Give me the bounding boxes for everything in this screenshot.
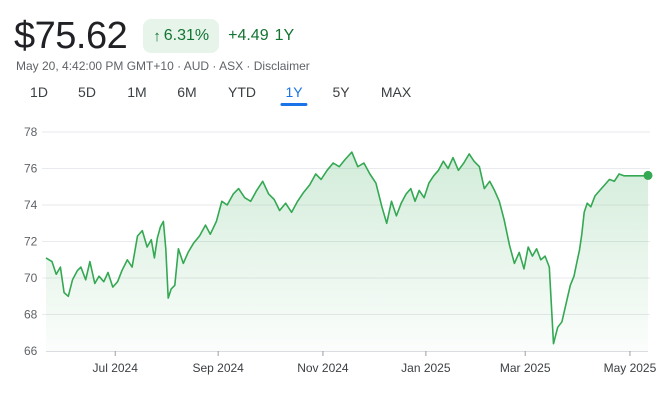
x-tick-label: May 2025 [604, 361, 657, 375]
percent-change-value: 6.31% [163, 27, 210, 44]
quote-header: $75.62 ↑ 6.31% +4.49 1Y [14, 12, 294, 60]
last-price-dot [643, 170, 653, 180]
y-tick-label: 68 [24, 308, 38, 322]
price-area-fill [46, 152, 648, 351]
tab-1d[interactable]: 1D [30, 84, 48, 100]
x-tick-label: Sep 2024 [192, 361, 244, 375]
x-tick-label: Jul 2024 [93, 361, 139, 375]
tab-1m[interactable]: 1M [127, 84, 147, 100]
absolute-change: +4.49 [228, 27, 269, 44]
tab-ytd[interactable]: YTD [228, 84, 256, 100]
price-series-line [45, 151, 649, 345]
percent-change-badge: ↑ 6.31% [143, 19, 220, 53]
y-tick-label: 74 [24, 198, 38, 212]
quote-meta: May 20, 4:42:00 PM GMT+10 · AUD · ASX · … [16, 59, 310, 73]
y-tick-label: 70 [24, 271, 38, 285]
period-label: 1Y [274, 27, 295, 44]
tab-5y[interactable]: 5Y [332, 84, 350, 100]
y-tick-label: 76 [24, 162, 38, 176]
tab-6m[interactable]: 6M [177, 84, 197, 100]
y-tick-label: 78 [24, 125, 38, 139]
arrow-up-icon: ↑ [153, 27, 161, 45]
y-tick-label: 72 [24, 235, 38, 249]
tab-max[interactable]: MAX [380, 84, 412, 100]
current-price: $75.62 [14, 14, 128, 57]
x-tick-label: Jan 2025 [401, 361, 451, 375]
tab-5d[interactable]: 5D [78, 84, 96, 100]
x-tick-label: Nov 2024 [297, 361, 349, 375]
x-tick-label: Mar 2025 [500, 361, 551, 375]
y-tick-label: 66 [24, 344, 38, 358]
tab-1y[interactable]: 1Y [280, 82, 308, 106]
